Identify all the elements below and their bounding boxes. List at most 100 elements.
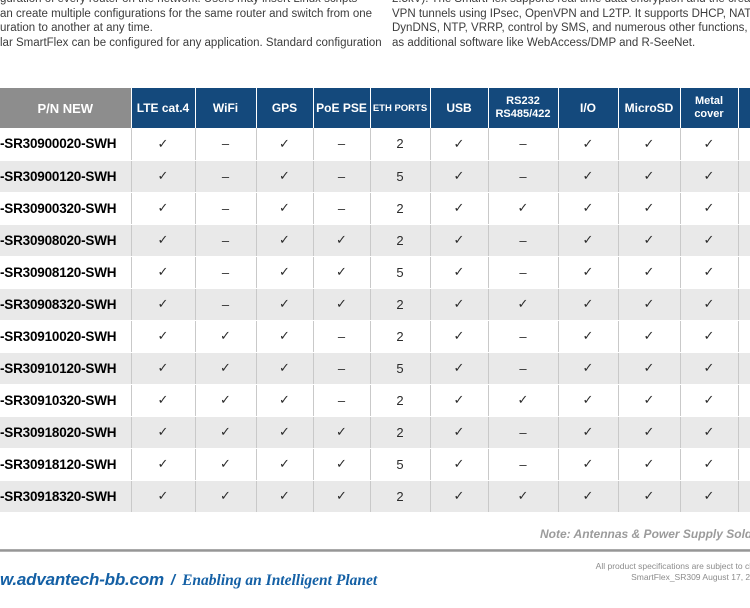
part-number-cell: -SR30910020-SWH	[0, 320, 131, 353]
check-cell: ✓	[130, 192, 195, 225]
check-cell: ✓	[194, 448, 256, 481]
column-header-eth-ports: ETH PORTS	[369, 88, 430, 128]
dash-cell: –	[487, 448, 558, 481]
value-cell: 5	[369, 352, 430, 385]
check-cell: ✓	[255, 416, 313, 449]
check-cell: ✓	[557, 224, 618, 257]
check-cell: ✓	[679, 480, 738, 513]
check-cell: ✓	[679, 256, 738, 289]
check-cell: ✓	[557, 320, 618, 353]
check-cell: ✓	[312, 448, 370, 481]
check-cell: ✓	[255, 224, 313, 257]
part-number-cell: -SR30910120-SWH	[0, 352, 131, 385]
dash-cell: –	[312, 320, 370, 353]
dash-cell: –	[194, 160, 256, 193]
clipped-column-cell	[737, 416, 750, 449]
check-cell: ✓	[130, 352, 195, 385]
table-row: -SR30918020-SWH ✓ ✓ ✓ ✓ 2 ✓ – ✓ ✓ ✓	[0, 416, 750, 449]
check-cell: ✓	[194, 480, 256, 513]
check-cell: ✓	[429, 320, 488, 353]
check-cell: ✓	[312, 416, 370, 449]
value-cell: 5	[369, 160, 430, 193]
check-cell: ✓	[194, 352, 256, 385]
check-cell: ✓	[130, 256, 195, 289]
value-cell: 2	[369, 224, 430, 257]
intro-line: guration of every router on the network.…	[0, 0, 380, 7]
column-header-gps: GPS	[255, 88, 313, 128]
check-cell: ✓	[194, 416, 256, 449]
check-cell: ✓	[312, 480, 370, 513]
check-cell: ✓	[255, 256, 313, 289]
dash-cell: –	[487, 128, 558, 161]
check-cell: ✓	[130, 160, 195, 193]
dash-cell: –	[194, 192, 256, 225]
part-number-cell: -SR30900020-SWH	[0, 128, 131, 161]
clipped-column-cell	[737, 160, 750, 193]
check-cell: ✓	[617, 288, 680, 321]
check-cell: ✓	[557, 384, 618, 417]
table-row: -SR30918120-SWH ✓ ✓ ✓ ✓ 5 ✓ – ✓ ✓ ✓	[0, 448, 750, 481]
check-cell: ✓	[429, 288, 488, 321]
part-number-cell: -SR30910320-SWH	[0, 384, 131, 417]
check-cell: ✓	[255, 448, 313, 481]
check-cell: ✓	[617, 224, 680, 257]
check-cell: ✓	[429, 448, 488, 481]
dash-cell: –	[487, 256, 558, 289]
value-cell: 5	[369, 256, 430, 289]
check-cell: ✓	[130, 384, 195, 417]
part-number-cell: -SR30900120-SWH	[0, 160, 131, 193]
check-cell: ✓	[617, 416, 680, 449]
clipped-column-cell	[737, 224, 750, 257]
intro-right-column: 2.5kV). The SmartFlex supports real time…	[392, 0, 750, 50]
check-cell: ✓	[429, 480, 488, 513]
intro-line: uration to another at any time.	[0, 22, 153, 35]
clipped-column-cell	[737, 288, 750, 321]
column-header-pn: P/N NEW	[0, 88, 131, 128]
check-cell: ✓	[130, 288, 195, 321]
check-cell: ✓	[312, 224, 370, 257]
dash-cell: –	[487, 160, 558, 193]
part-number-cell: -SR30908020-SWH	[0, 224, 131, 257]
check-cell: ✓	[617, 192, 680, 225]
check-cell: ✓	[194, 384, 256, 417]
column-header-microsd: MicroSD	[617, 88, 680, 128]
check-cell: ✓	[255, 160, 313, 193]
website-link[interactable]: w.advantech-bb.com	[0, 570, 164, 589]
footer-brand: w.advantech-bb.com / Enabling an Intelli…	[0, 570, 377, 590]
intro-line: lar SmartFlex can be configured for any …	[0, 36, 382, 49]
table-row: -SR30910120-SWH ✓ ✓ ✓ –5 ✓ – ✓ ✓ ✓	[0, 352, 750, 385]
value-cell: 2	[369, 480, 430, 513]
table-row: -SR30908120-SWH ✓ – ✓ ✓ 5 ✓ – ✓ ✓ ✓	[0, 256, 750, 289]
check-cell: ✓	[557, 448, 618, 481]
check-cell: ✓	[255, 352, 313, 385]
check-cell: ✓	[557, 480, 618, 513]
check-cell: ✓	[429, 128, 488, 161]
column-header-metal-cover: Metal cover	[679, 88, 738, 128]
check-cell: ✓	[429, 224, 488, 257]
column-header-usb: USB	[429, 88, 488, 128]
dash-cell: –	[194, 288, 256, 321]
check-cell: ✓	[255, 384, 313, 417]
value-cell: 2	[369, 416, 430, 449]
column-header-lte: LTE cat.4	[130, 88, 195, 128]
check-cell: ✓	[617, 352, 680, 385]
check-cell: ✓	[130, 320, 195, 353]
value-cell: 2	[369, 128, 430, 161]
table-row: -SR30900320-SWH ✓ – ✓ –2 ✓ ✓ ✓ ✓ ✓	[0, 192, 750, 225]
check-cell: ✓	[679, 448, 738, 481]
column-header-clipped	[737, 88, 750, 128]
check-cell: ✓	[679, 160, 738, 193]
dash-cell: –	[194, 224, 256, 257]
check-cell: ✓	[557, 288, 618, 321]
antennas-note: Note: Antennas & Power Supply Sold Se	[540, 527, 750, 541]
table-row: -SR30910020-SWH ✓ ✓ ✓ –2 ✓ – ✓ ✓ ✓	[0, 320, 750, 353]
check-cell: ✓	[679, 128, 738, 161]
check-cell: ✓	[255, 288, 313, 321]
column-header-poe: PoE PSE	[312, 88, 370, 128]
intro-line: as additional software like WebAccess/DM…	[392, 36, 696, 49]
check-cell: ✓	[679, 288, 738, 321]
dash-cell: –	[312, 128, 370, 161]
dash-cell: –	[194, 256, 256, 289]
check-cell: ✓	[130, 128, 195, 161]
